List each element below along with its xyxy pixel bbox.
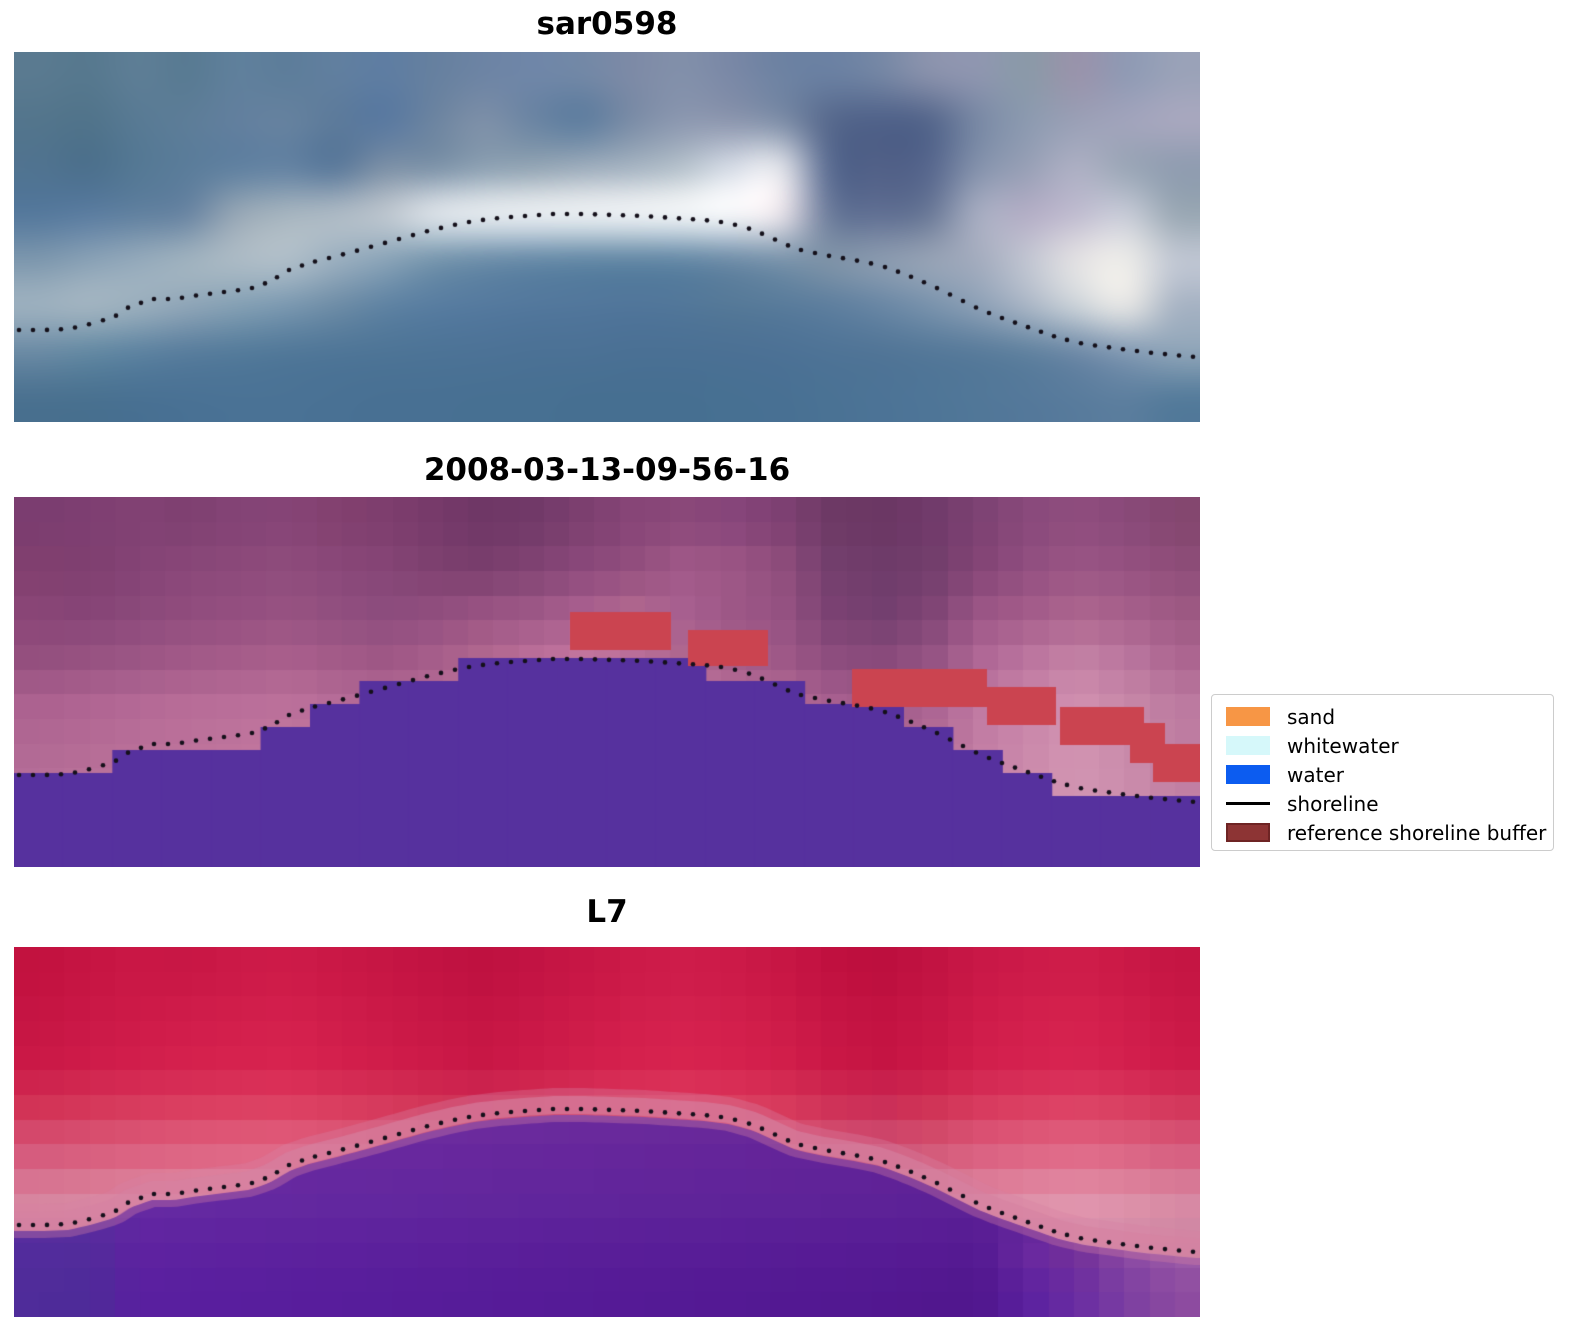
water-swatch-icon xyxy=(1226,765,1270,784)
legend-item-reference-buffer: reference shoreline buffer xyxy=(1226,818,1553,847)
sand-swatch-icon xyxy=(1226,707,1270,726)
legend-label: shoreline xyxy=(1287,791,1379,816)
legend-item-whitewater: whitewater xyxy=(1226,731,1553,760)
legend-item-sand: sand xyxy=(1226,702,1553,731)
panel1-title: sar0598 xyxy=(536,6,678,42)
panel2-title: 2008-03-13-09-56-16 xyxy=(423,452,791,488)
reference-buffer-swatch-icon xyxy=(1226,823,1270,842)
legend-item-shoreline: shoreline xyxy=(1226,789,1553,818)
legend-label: whitewater xyxy=(1287,733,1399,758)
panel-image-sar0598 xyxy=(14,52,1200,422)
legend: sand whitewater water shoreline referenc… xyxy=(1211,694,1554,851)
whitewater-swatch-icon xyxy=(1226,736,1270,755)
panel-image-classified xyxy=(14,497,1200,867)
legend-label: sand xyxy=(1287,704,1336,729)
panel3-title: L7 xyxy=(586,894,628,930)
shoreline-line-icon xyxy=(1226,802,1270,805)
legend-label: reference shoreline buffer xyxy=(1287,820,1547,845)
panel-image-l7 xyxy=(14,947,1200,1317)
legend-item-water: water xyxy=(1226,760,1553,789)
legend-label: water xyxy=(1287,762,1344,787)
